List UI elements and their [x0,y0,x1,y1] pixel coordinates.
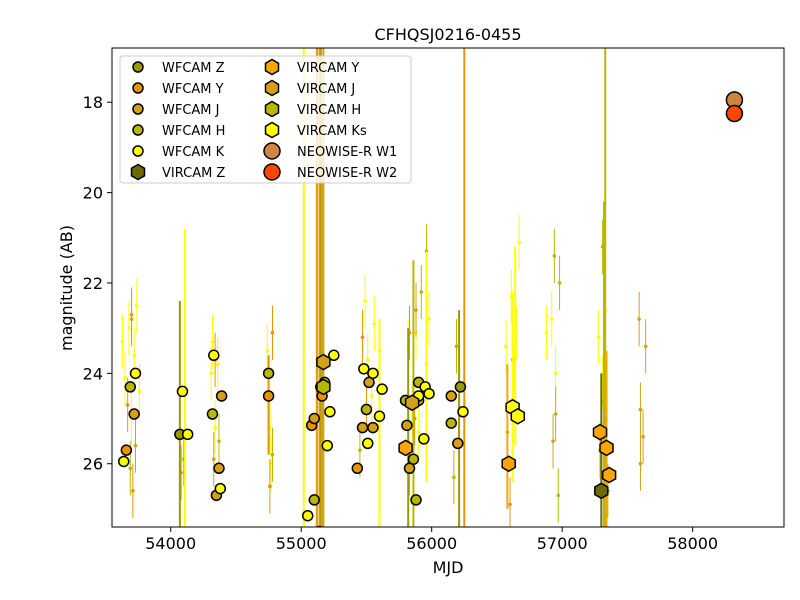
legend-marker-vircam-ks [264,121,280,139]
y-tick-label: 26 [83,455,103,474]
legend-label-vircam-y: VIRCAM Y [297,61,359,76]
y-tick-label: 22 [83,274,103,293]
data-point-neowise-r-w2 [725,104,744,123]
data-point-wfcam-j [452,437,464,450]
legend-label-vircam-ks: VIRCAM Ks [297,124,367,139]
chart-title: CFHQSJ0216-0455 [374,25,521,44]
data-point-wfcam-k [324,406,336,418]
data-point-wfcam-h [124,381,137,393]
data-point-wfcam-k [328,349,340,362]
legend-label-vircam-h: VIRCAM H [297,103,361,118]
data-point-vircam-y [592,423,608,441]
data-point-wfcam-y [351,462,364,475]
data-point-wfcam-j [215,390,228,402]
data-point-wfcam-k [208,349,220,362]
legend-box [119,55,412,184]
data-point-wfcam-h [308,494,321,506]
legend-marker-vircam-y [264,58,280,76]
data-point-vircam-ks [510,407,526,425]
data-point-vircam-h [316,378,331,396]
data-point-wfcam-h [445,417,458,429]
data-point-wfcam-k [367,367,379,380]
data-point-vircam-z [594,482,609,500]
legend-marker-wfcam-j [132,103,144,115]
data-point-wfcam-k [117,455,130,468]
legend-label-vircam-j: VIRCAM J [297,82,355,97]
x-tick-label: 58000 [667,534,718,553]
legend-marker-vircam-j [264,79,280,97]
legend-marker-vircam-z [130,163,146,181]
data-point-wfcam-h [262,367,275,380]
legend-label-wfcam-k: WFCAM K [162,145,225,160]
legend-marker-wfcam-k [132,145,144,157]
data-point-vircam-y [501,455,516,473]
y-tick-label: 24 [83,364,103,383]
data-point-wfcam-k [176,385,189,398]
data-point-wfcam-k [181,428,194,441]
data-point-wfcam-k [418,433,430,445]
data-point-wfcam-z [454,381,467,393]
legend: WFCAM Z WFCAM Y WFCAM J WFCAM H WFCAM K VIRCA… [119,55,412,184]
y-axis-label: magnitude (AB) [57,225,76,351]
legend-marker-wfcam-y [132,82,144,94]
data-point-wfcam-j [128,408,140,420]
data-point-vircam-y [601,466,617,484]
x-axis-label: MJD [433,558,464,577]
data-point-vircam-j [404,394,420,412]
axes: 54000 55000 56000 57000 58000 18 20 22 24 26 [83,93,718,553]
legend-marker-wfcam-h [132,124,144,136]
legend-label-wfcam-z: WFCAM Z [162,61,225,76]
data-point-wfcam-h [410,494,422,506]
legend-marker-vircam-h [264,100,280,118]
data-point-vircam-j [316,353,331,371]
legend-label-neowise-r-w2: NEOWISE-R W2 [297,166,397,181]
data-point-wfcam-k [362,437,374,450]
data-point-wfcam-y [262,390,275,402]
x-tick-label: 56000 [406,534,457,553]
data-point-wfcam-j [213,462,225,475]
legend-marker-wfcam-z [132,61,144,73]
legend-label-wfcam-y: WFCAM Y [162,82,224,97]
legend-label-wfcam-j: WFCAM J [162,103,219,118]
legend-marker-neowise-r-w1 [263,142,281,160]
data-point-wfcam-k [301,509,314,522]
y-tick-label: 20 [83,184,103,203]
legend-label-vircam-z: VIRCAM Z [162,166,225,181]
data-point-wfcam-k [214,482,227,495]
data-point-wfcam-j [308,412,321,425]
data-point-wfcam-k [129,367,142,380]
data-point-wfcam-k [373,410,386,423]
data-point-wfcam-j [401,419,413,432]
data-point-wfcam-h [206,408,219,420]
data-point-vircam-y [599,439,614,457]
data-point-vircam-y [398,439,413,457]
y-tick-label: 18 [83,93,103,112]
data-point-wfcam-k [376,383,388,395]
data-point-wfcam-k [321,439,334,452]
plot-frame [111,47,785,528]
legend-marker-neowise-r-w2 [263,163,281,181]
data-point-wfcam-k [358,363,370,375]
data-point-wfcam-k [457,406,469,418]
legend-label-wfcam-h: WFCAM H [162,124,225,139]
data-point-wfcam-j [367,421,379,434]
legend-label-neowise-r-w1: NEOWISE-R W1 [297,145,397,160]
data-point-wfcam-h [407,453,420,465]
data-point-wfcam-h [360,403,373,416]
data-point-wfcam-j [445,390,458,402]
data-point-wfcam-k [423,387,435,400]
x-tick-label: 57000 [537,534,588,553]
data-point-wfcam-y [120,444,133,456]
x-tick-label: 54000 [145,534,196,553]
x-tick-label: 55000 [276,534,327,553]
data-point-wfcam-j [356,421,369,434]
